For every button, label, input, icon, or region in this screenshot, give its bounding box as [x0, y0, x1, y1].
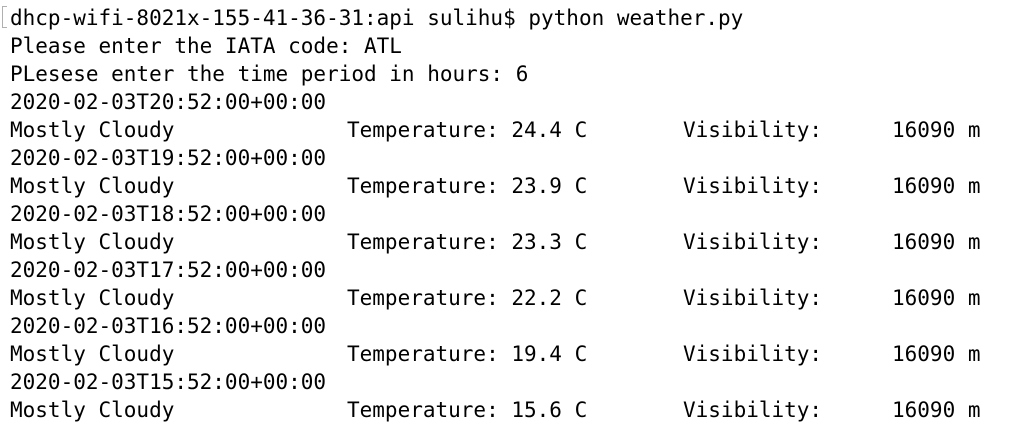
visibility-value: 16090 m	[892, 230, 981, 254]
line-marker-icon	[2, 6, 7, 28]
visibility-label: Visibility:	[683, 174, 823, 198]
condition-text: Mostly Cloudy	[10, 174, 175, 198]
temperature-text: Temperature: 23.9 C	[347, 174, 588, 198]
weather-record-line: Mostly Cloudy Temperature: 19.4 C Visibi…	[10, 340, 1012, 368]
timestamp-line: 2020-02-03T18:52:00+00:00	[10, 202, 327, 226]
weather-record-line: Mostly Cloudy Temperature: 22.2 C Visibi…	[10, 284, 1012, 312]
temperature-text: Temperature: 24.4 C	[347, 118, 588, 142]
temperature-text: Temperature: 15.6 C	[347, 398, 588, 422]
condition-text: Mostly Cloudy	[10, 342, 175, 366]
visibility-label: Visibility:	[683, 230, 823, 254]
temperature-text: Temperature: 19.4 C	[347, 342, 588, 366]
visibility-value: 16090 m	[892, 342, 981, 366]
visibility-value: 16090 m	[892, 286, 981, 310]
condition-text: Mostly Cloudy	[10, 118, 175, 142]
visibility-value: 16090 m	[892, 118, 981, 142]
visibility-label: Visibility:	[683, 398, 823, 422]
condition-text: Mostly Cloudy	[10, 286, 175, 310]
timestamp-line: 2020-02-03T17:52:00+00:00	[10, 258, 327, 282]
timestamp-line: 2020-02-03T15:52:00+00:00	[10, 370, 327, 394]
weather-record-line: Mostly Cloudy Temperature: 15.6 C Visibi…	[10, 396, 1012, 424]
timestamp-line: 2020-02-03T16:52:00+00:00	[10, 314, 327, 338]
visibility-label: Visibility:	[683, 286, 823, 310]
iata-prompt-line: Please enter the IATA code: ATL	[10, 34, 402, 58]
visibility-value: 16090 m	[892, 174, 981, 198]
visibility-value: 16090 m	[892, 398, 981, 422]
visibility-label: Visibility:	[683, 118, 823, 142]
hours-prompt-line: PLesese enter the time period in hours: …	[10, 62, 529, 86]
weather-record-line: Mostly Cloudy Temperature: 24.4 C Visibi…	[10, 116, 1012, 144]
timestamp-line: 2020-02-03T19:52:00+00:00	[10, 146, 327, 170]
weather-record-line: Mostly Cloudy Temperature: 23.9 C Visibi…	[10, 172, 1012, 200]
command-prompt-line: dhcp-wifi-8021x-155-41-36-31:api sulihu$…	[10, 6, 744, 30]
condition-text: Mostly Cloudy	[10, 230, 175, 254]
timestamp-line: 2020-02-03T20:52:00+00:00	[10, 90, 327, 114]
temperature-text: Temperature: 23.3 C	[347, 230, 588, 254]
condition-text: Mostly Cloudy	[10, 398, 175, 422]
visibility-label: Visibility:	[683, 342, 823, 366]
weather-record-line: Mostly Cloudy Temperature: 23.3 C Visibi…	[10, 228, 1012, 256]
temperature-text: Temperature: 22.2 C	[347, 286, 588, 310]
